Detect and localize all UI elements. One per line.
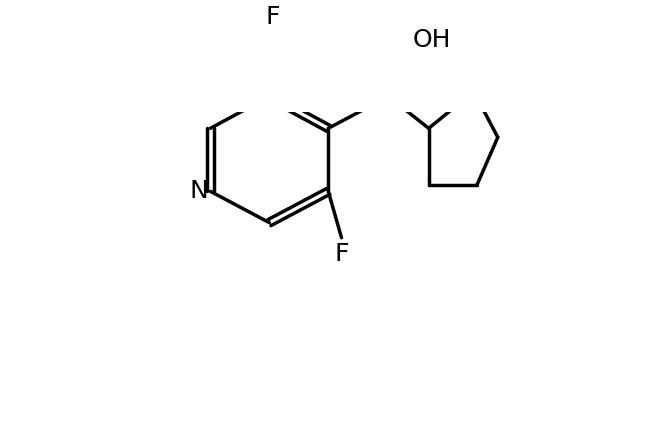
Text: N: N [190, 179, 208, 203]
Text: OH: OH [413, 28, 452, 52]
Text: F: F [334, 242, 348, 265]
Text: F: F [265, 6, 280, 29]
